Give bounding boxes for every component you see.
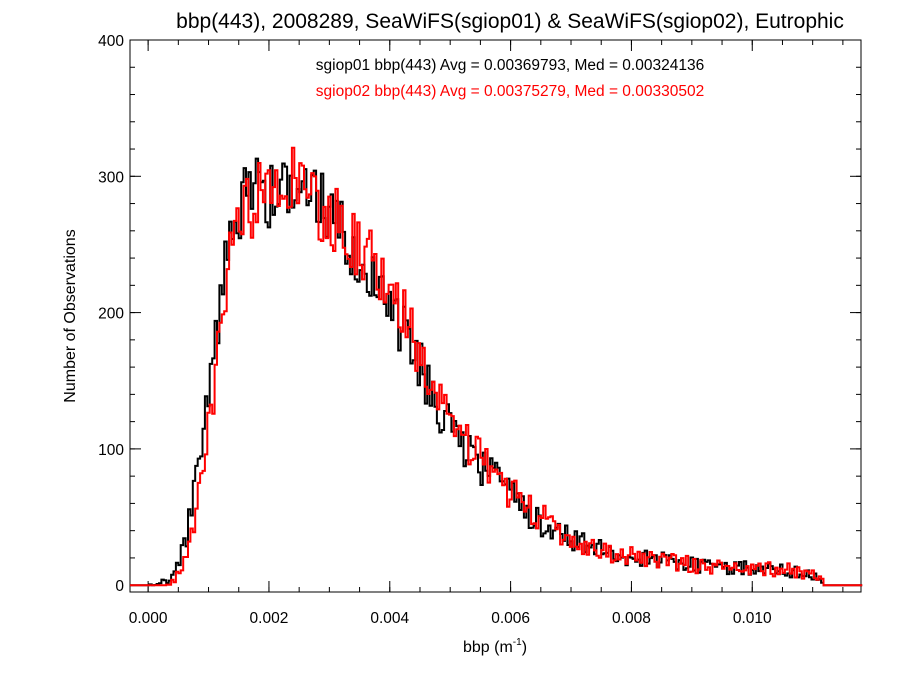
x-tick-label: 0.000: [129, 610, 168, 627]
y-tick-label: 400: [98, 33, 124, 50]
chart-title: bbp(443), 2008289, SeaWiFS(sgiop01) & Se…: [176, 10, 844, 33]
x-tick-label: 0.006: [491, 610, 530, 627]
y-tick-label: 0: [115, 578, 124, 595]
x-axis-label: bbp (m-1): [463, 637, 527, 656]
x-axis-label-close: ): [522, 639, 527, 656]
series-sgiop01-histogram: [130, 157, 863, 587]
x-axis-label-base: bbp (m: [463, 639, 513, 656]
y-tick-label: 100: [98, 442, 124, 459]
legend-entry-sgiop01: sgiop01 bbp(443) Avg = 0.00369793, Med =…: [316, 57, 704, 74]
plot-frame: [129, 39, 862, 593]
x-axis-label-superscript: -1: [513, 637, 522, 648]
x-tick-label: 0.008: [612, 610, 651, 627]
tick-layer: 0.000 0.002 0.004 0.006 0.008 0.010 0 100 200 300…: [98, 33, 861, 627]
legend-entry-sgiop02: sgiop02 bbp(443) Avg = 0.00375279, Med =…: [316, 83, 704, 100]
y-tick-label: 200: [98, 306, 124, 323]
series-sgiop02-histogram: [130, 146, 863, 587]
x-tick-label: 0.010: [733, 610, 772, 627]
series-layer: [130, 146, 863, 587]
y-axis-label: Number of Observations: [62, 229, 79, 402]
y-tick-label: 300: [98, 169, 124, 186]
x-tick-label: 0.004: [370, 610, 409, 627]
x-tick-label: 0.002: [250, 610, 289, 627]
